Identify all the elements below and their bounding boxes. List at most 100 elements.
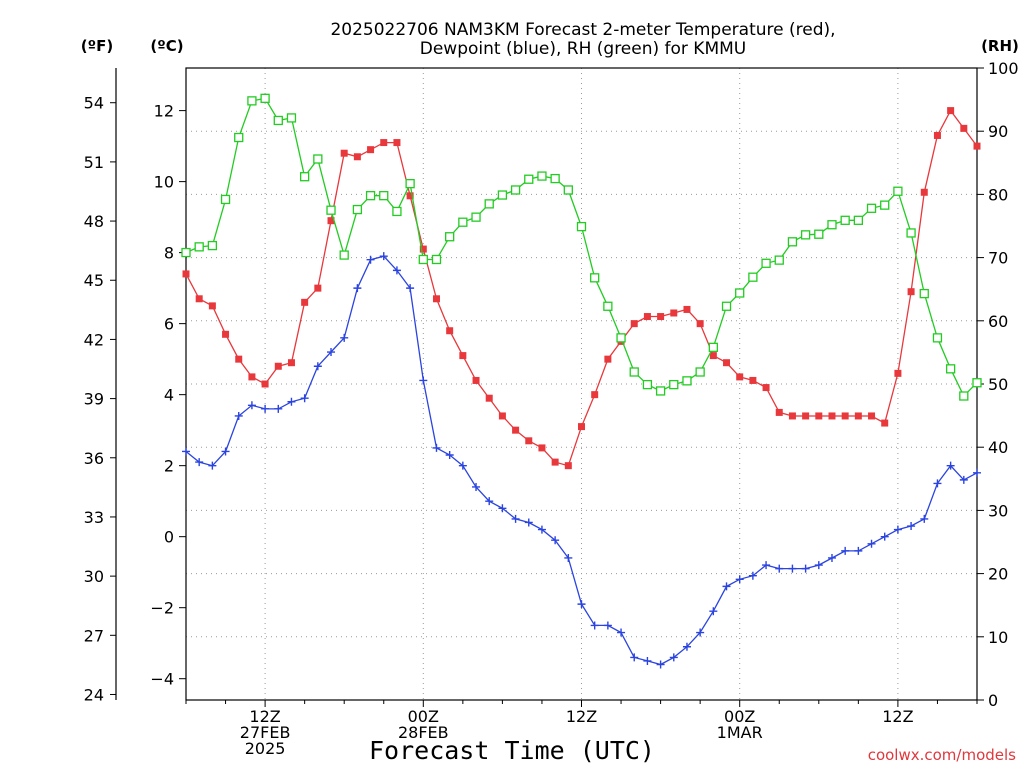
temperature-point	[538, 444, 546, 452]
rh-tick-label: 50	[988, 375, 1008, 394]
dewpoint-point	[445, 451, 454, 460]
temperature-point	[894, 369, 902, 377]
temperature-point	[960, 124, 968, 132]
rh-point	[365, 191, 376, 201]
dewpoint-point	[195, 458, 204, 467]
temperature-point	[419, 245, 427, 253]
fahrenheit-tick-label: 51	[84, 153, 104, 172]
dewpoint-point	[208, 461, 217, 470]
dewpoint-point	[406, 284, 415, 293]
rh-point	[273, 115, 283, 126]
temperature-point	[287, 359, 295, 367]
temperature-point	[696, 320, 704, 328]
rh-tick-label: 60	[988, 312, 1008, 331]
dewpoint-point	[472, 482, 481, 491]
time-tick-label: 1MAR	[717, 723, 763, 742]
rh-point	[458, 217, 468, 227]
temperature-point	[749, 376, 757, 384]
time-tick-label: 00Z	[724, 707, 755, 726]
temperature-point	[222, 330, 230, 338]
dewpoint-point	[748, 571, 757, 580]
dewpoint-point	[221, 447, 230, 456]
dewpoint-point	[498, 504, 507, 513]
temperature-point	[248, 373, 256, 381]
rh-point	[893, 186, 903, 196]
rh-point	[959, 391, 969, 401]
dewpoint-point	[630, 653, 639, 662]
rh-point	[840, 215, 850, 225]
rh-point	[787, 237, 798, 247]
rh-point	[484, 199, 494, 209]
rh-point	[392, 206, 402, 217]
temperature-point	[591, 391, 599, 399]
celsius-tick-label: 2	[164, 457, 174, 476]
rh-point	[339, 250, 349, 260]
temperature-point	[630, 320, 638, 328]
rh-tick-label: 40	[988, 438, 1008, 457]
rh-point	[616, 333, 626, 343]
temperature-point	[828, 412, 836, 420]
rh-point	[932, 333, 943, 343]
fahrenheit-tick-label: 36	[84, 449, 104, 468]
dewpoint-point	[458, 461, 467, 470]
temperature-point	[485, 394, 493, 402]
dewpoint-point	[287, 397, 296, 406]
dewpoint-point	[234, 411, 243, 420]
rh-point	[590, 273, 600, 283]
dewpoint-point	[274, 404, 283, 413]
temperature-point	[498, 412, 506, 420]
rh-point	[669, 379, 679, 390]
rh-point	[181, 247, 191, 258]
temperature-point	[261, 380, 269, 388]
dewpoint-point	[643, 656, 652, 665]
dewpoint-point	[485, 497, 494, 506]
dewpoint-point	[801, 564, 810, 573]
rh-tick-label: 100	[988, 59, 1019, 78]
celsius-tick-label: 8	[164, 244, 174, 263]
rh-point	[510, 185, 521, 195]
temperature-point	[657, 313, 665, 321]
dewpoint-point	[841, 546, 850, 555]
temperature-point	[947, 107, 955, 115]
rh-point	[945, 364, 956, 374]
rh-point	[629, 367, 639, 377]
temperature-point	[314, 284, 322, 292]
temperature-point	[340, 149, 348, 157]
rh-point	[418, 254, 428, 265]
temperature-point	[301, 298, 309, 306]
temperature-point	[802, 412, 810, 420]
rh-point	[471, 212, 481, 222]
dewpoint-point	[353, 284, 362, 293]
rh-point	[379, 191, 389, 201]
temperature-point	[907, 288, 915, 296]
dewpoint-point	[814, 561, 823, 570]
dewpoint-point	[564, 553, 573, 562]
temperature-point	[670, 309, 678, 317]
fahrenheit-unit-label: (ºF)	[81, 37, 113, 55]
dewpoint-point	[880, 532, 889, 541]
temperature-point	[274, 362, 282, 370]
temperature-point	[788, 412, 796, 420]
dewpoint-point	[366, 255, 375, 264]
temperature-point	[736, 373, 744, 381]
rh-point	[550, 173, 560, 184]
temperature-point	[775, 408, 783, 416]
rh-point	[880, 200, 890, 210]
dewpoint-point	[327, 348, 336, 357]
temperature-point	[208, 302, 216, 310]
celsius-tick-label: −4	[150, 670, 174, 689]
series-line	[185, 97, 978, 398]
credit-text: coolwx.com/models	[868, 746, 1016, 764]
dewpoint-point	[392, 266, 401, 275]
temperature-point	[235, 355, 243, 363]
temperature-point	[195, 295, 203, 303]
dewpoint-point	[656, 660, 665, 669]
x-axis-label: Forecast Time (UTC)	[369, 736, 655, 765]
rh-point	[326, 205, 336, 215]
dewpoint-point	[537, 525, 546, 534]
temperature-point	[973, 142, 981, 150]
dewpoint-point	[524, 518, 533, 527]
rh-point	[708, 342, 718, 352]
